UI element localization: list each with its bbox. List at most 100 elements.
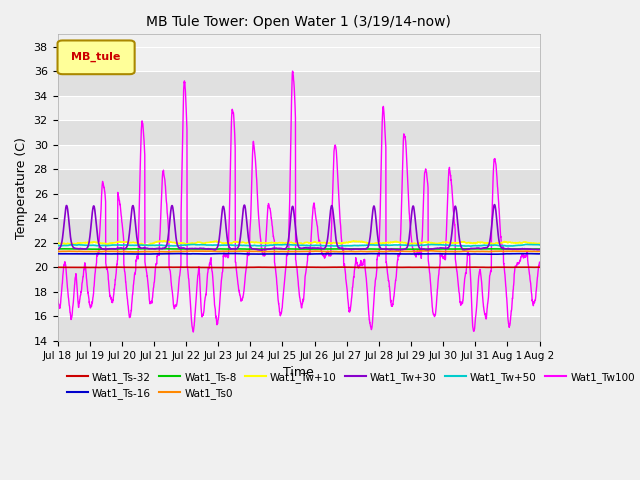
Line: Wat1_Ts-32: Wat1_Ts-32 [58,267,540,268]
Wat1_Tw+50 [403,242,410,248]
Wat1_Tw100 [152,262,160,267]
Bar [58,316,540,341]
Wat1_Tw+50 [536,242,543,248]
Wat1_Tw+30 [462,247,470,252]
Wat1_Tw100 [462,268,470,274]
Wat1_Ts-32 [296,264,303,270]
Bar [58,144,540,169]
Bar [58,47,540,71]
Wat1_Tw+10 [161,238,168,244]
Wat1_Tw+30 [152,246,160,252]
Wat1_Ts0 [132,249,140,255]
Wat1_Ts-32 [152,264,160,270]
Wat1_Tw+10 [536,240,543,246]
Text: MB_tule: MB_tule [72,52,121,62]
Wat1_Ts-8 [531,246,538,252]
Wat1_Tw+10 [54,240,61,246]
FancyBboxPatch shape [58,40,134,74]
Wat1_Ts-8 [94,246,102,252]
Wat1_Tw100 [54,296,61,301]
Wat1_Tw100 [189,329,197,335]
Wat1_Tw+10 [403,240,410,246]
Wat1_Ts-16 [433,251,441,257]
Wat1_Ts-32 [462,264,470,270]
Wat1_Tw+10 [143,242,150,248]
Wat1_Ts-16 [488,252,496,257]
Legend: Wat1_Ts-32, Wat1_Ts-16, Wat1_Ts-8, Wat1_Ts0, Wat1_Tw+10, Wat1_Tw+30, Wat1_Tw+50,: Wat1_Ts-32, Wat1_Ts-16, Wat1_Ts-8, Wat1_… [63,368,639,403]
Wat1_Ts0 [536,249,543,254]
X-axis label: Time: Time [283,366,314,379]
Bar [58,267,540,292]
Wat1_Ts-8 [462,246,470,252]
Y-axis label: Temperature (C): Temperature (C) [15,137,28,239]
Line: Wat1_Tw+50: Wat1_Tw+50 [58,244,540,246]
Wat1_Tw+10 [152,239,160,245]
Bar [58,292,540,316]
Wat1_Ts-8 [360,246,368,252]
Wat1_Ts-32 [360,264,368,270]
Wat1_Tw+10 [462,240,470,246]
Wat1_Tw+30 [257,247,265,253]
Wat1_Ts-8 [152,246,160,252]
Wat1_Tw100 [289,68,296,74]
Wat1_Ts-16 [360,251,368,257]
Wat1_Tw100 [433,289,441,295]
Wat1_Tw100 [536,259,543,265]
Wat1_Tw+50 [152,242,160,248]
Wat1_Ts0 [462,248,470,254]
Wat1_Tw+30 [491,202,499,207]
Wat1_Ts-32 [225,265,232,271]
Wat1_Ts0 [360,249,368,254]
Wat1_Ts-8 [433,246,441,252]
Title: MB Tule Tower: Open Water 1 (3/19/14-now): MB Tule Tower: Open Water 1 (3/19/14-now… [146,15,451,29]
Bar [58,71,540,96]
Wat1_Ts-16 [54,251,61,257]
Wat1_Tw+50 [462,243,470,249]
Wat1_Ts0 [54,249,61,254]
Wat1_Tw+30 [403,246,410,252]
Wat1_Ts-16 [462,251,470,257]
Bar [58,169,540,194]
Bar [58,194,540,218]
Wat1_Tw+50 [433,242,441,248]
Wat1_Ts-16 [152,251,160,257]
Wat1_Tw100 [360,257,368,263]
Wat1_Tw+30 [433,245,441,251]
Wat1_Ts-8 [536,246,543,252]
Wat1_Tw+30 [531,247,538,252]
Line: Wat1_Tw100: Wat1_Tw100 [58,71,540,332]
Wat1_Tw+50 [360,242,367,248]
Wat1_Ts-32 [433,264,441,270]
Wat1_Ts-8 [54,246,61,252]
Wat1_Tw+10 [433,240,441,246]
Wat1_Tw100 [403,153,410,158]
Wat1_Tw+10 [360,240,368,245]
Wat1_Tw+50 [54,243,61,249]
Wat1_Tw+50 [467,243,474,249]
Wat1_Tw+10 [531,240,538,246]
Wat1_Ts-8 [156,246,164,252]
Wat1_Ts-16 [232,251,239,256]
Line: Wat1_Ts-16: Wat1_Ts-16 [58,253,540,254]
Wat1_Ts0 [403,249,410,254]
Wat1_Ts0 [531,249,538,254]
Wat1_Ts-32 [531,264,538,270]
Bar [58,218,540,243]
Wat1_Ts-32 [403,264,410,270]
Wat1_Ts-16 [536,251,543,257]
Wat1_Tw+30 [536,247,543,252]
Wat1_Tw100 [531,300,538,306]
Bar [58,120,540,144]
Wat1_Ts-16 [531,251,538,257]
Wat1_Ts0 [427,248,435,254]
Wat1_Ts-32 [54,264,61,270]
Line: Wat1_Tw+10: Wat1_Tw+10 [58,241,540,245]
Bar [58,96,540,120]
Bar [58,243,540,267]
Line: Wat1_Ts0: Wat1_Ts0 [58,251,540,252]
Wat1_Tw+50 [531,242,538,248]
Wat1_Tw+30 [54,246,61,252]
Wat1_Ts-16 [403,251,410,257]
Wat1_Ts0 [152,249,160,254]
Wat1_Ts0 [433,248,441,254]
